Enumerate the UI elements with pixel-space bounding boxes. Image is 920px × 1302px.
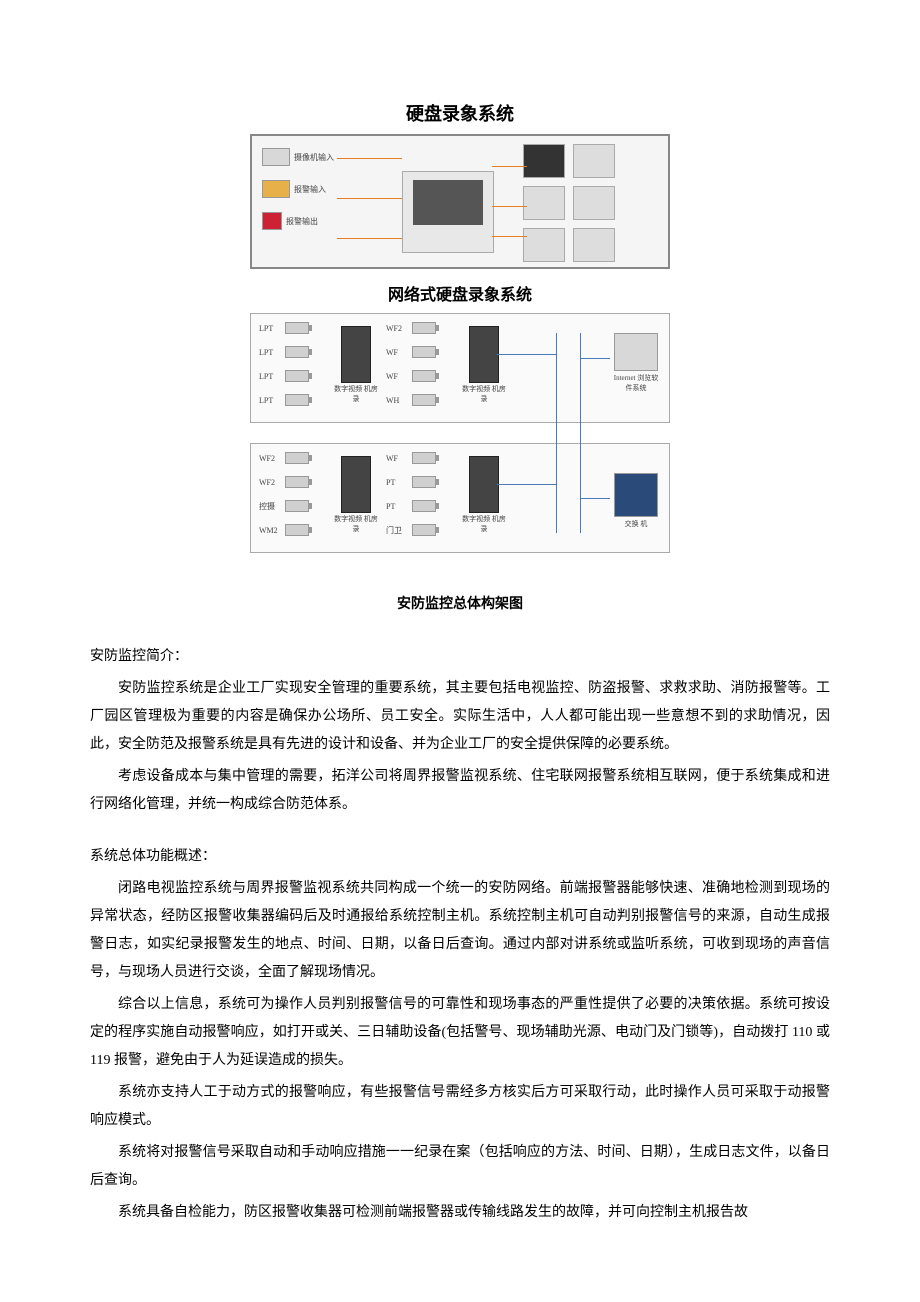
d1-output-alarm: 报警输出 [262, 212, 337, 230]
alarm-in-icon [262, 180, 290, 198]
diagram-1: 摄像机输入 报警输入 报警输出 [250, 134, 670, 269]
body-paragraph: 综合以上信息，系统可为操作人员判别报警信号的可靠性和现场事态的严重性提供了必要的… [90, 991, 830, 1075]
camera-icon [285, 370, 309, 382]
camera-icon [412, 476, 436, 488]
camera-icon [262, 148, 290, 166]
diagram-1-title: 硬盘录象系统 [406, 100, 514, 126]
camera-icon [285, 524, 309, 536]
camera-icon [412, 394, 436, 406]
body-paragraph: 考虑设备成本与集中管理的需要，拓洋公司将周界报警监视系统、住宅联网报警系统相互联… [90, 763, 830, 819]
section-1-heading: 安防监控简介： [90, 643, 830, 671]
storage-icon [573, 186, 615, 220]
camera-icon [285, 346, 309, 358]
camera-icon [285, 394, 309, 406]
nvr-server-icon [341, 326, 371, 383]
camera-icon [285, 476, 309, 488]
body-paragraph: 系统具备自检能力，防区报警收集器可检测前端报警器或传输线路发生的故障，并可向控制… [90, 1199, 830, 1227]
camera-icon [285, 452, 309, 464]
body-paragraph: 系统亦支持人工于动方式的报警响应，有些报警信号需经多方核实后方可采取行动，此时操… [90, 1079, 830, 1135]
diagram-2: LPT LPT LPT LPT 数字视频 机房录 WF2 WF WF WH 数字… [250, 313, 670, 563]
nvr-server-icon [469, 326, 499, 383]
camera-icon [412, 322, 436, 334]
camera-icon [285, 322, 309, 334]
switch-icon [614, 473, 658, 517]
nvr-server-icon [341, 456, 371, 513]
d1-input-camera: 摄像机输入 [262, 148, 337, 166]
diagram-caption: 安防监控总体构架图 [90, 593, 830, 613]
body-paragraph: 安防监控系统是企业工厂实现安全管理的重要系统，其主要包括电视监控、防盗报警、求救… [90, 675, 830, 759]
alarm-out-icon [262, 212, 282, 230]
workstation-icon [573, 228, 615, 262]
architecture-diagrams: 硬盘录象系统 摄像机输入 报警输入 报警输出 [90, 100, 830, 563]
printer-icon [573, 144, 615, 178]
d2-subsystem-1: LPT LPT LPT LPT 数字视频 机房录 WF2 WF WF WH 数字… [250, 313, 670, 423]
camera-icon [412, 500, 436, 512]
camera-icon [412, 524, 436, 536]
tape-icon [523, 228, 565, 262]
pc-icon [523, 186, 565, 220]
document-page: 硬盘录象系统 摄像机输入 报警输入 报警输出 [0, 0, 920, 1291]
body-paragraph: 闭路电视监控系统与周界报警监视系统共同构成一个统一的安防网络。前端报警器能够快速… [90, 875, 830, 987]
client-pc: Internet 浏览软件系统 [612, 333, 660, 393]
dvr-monitor-icon [402, 171, 494, 253]
camera-icon [412, 452, 436, 464]
section-2-heading: 系统总体功能概述： [90, 843, 830, 871]
diagram-2-title: 网络式硬盘录象系统 [388, 281, 532, 305]
camera-icon [285, 500, 309, 512]
nvr-server-icon [469, 456, 499, 513]
network-switch: 交换 机 [612, 473, 660, 529]
camera-icon [412, 370, 436, 382]
camera-icon [412, 346, 436, 358]
body-paragraph: 系统将对报警信号采取自动和手动响应措施一一纪录在案（包括响应的方法、时间、日期）… [90, 1139, 830, 1195]
monitor-wall-icon [523, 144, 565, 178]
d1-input-alarm: 报警输入 [262, 180, 337, 198]
pc-icon [614, 333, 658, 371]
